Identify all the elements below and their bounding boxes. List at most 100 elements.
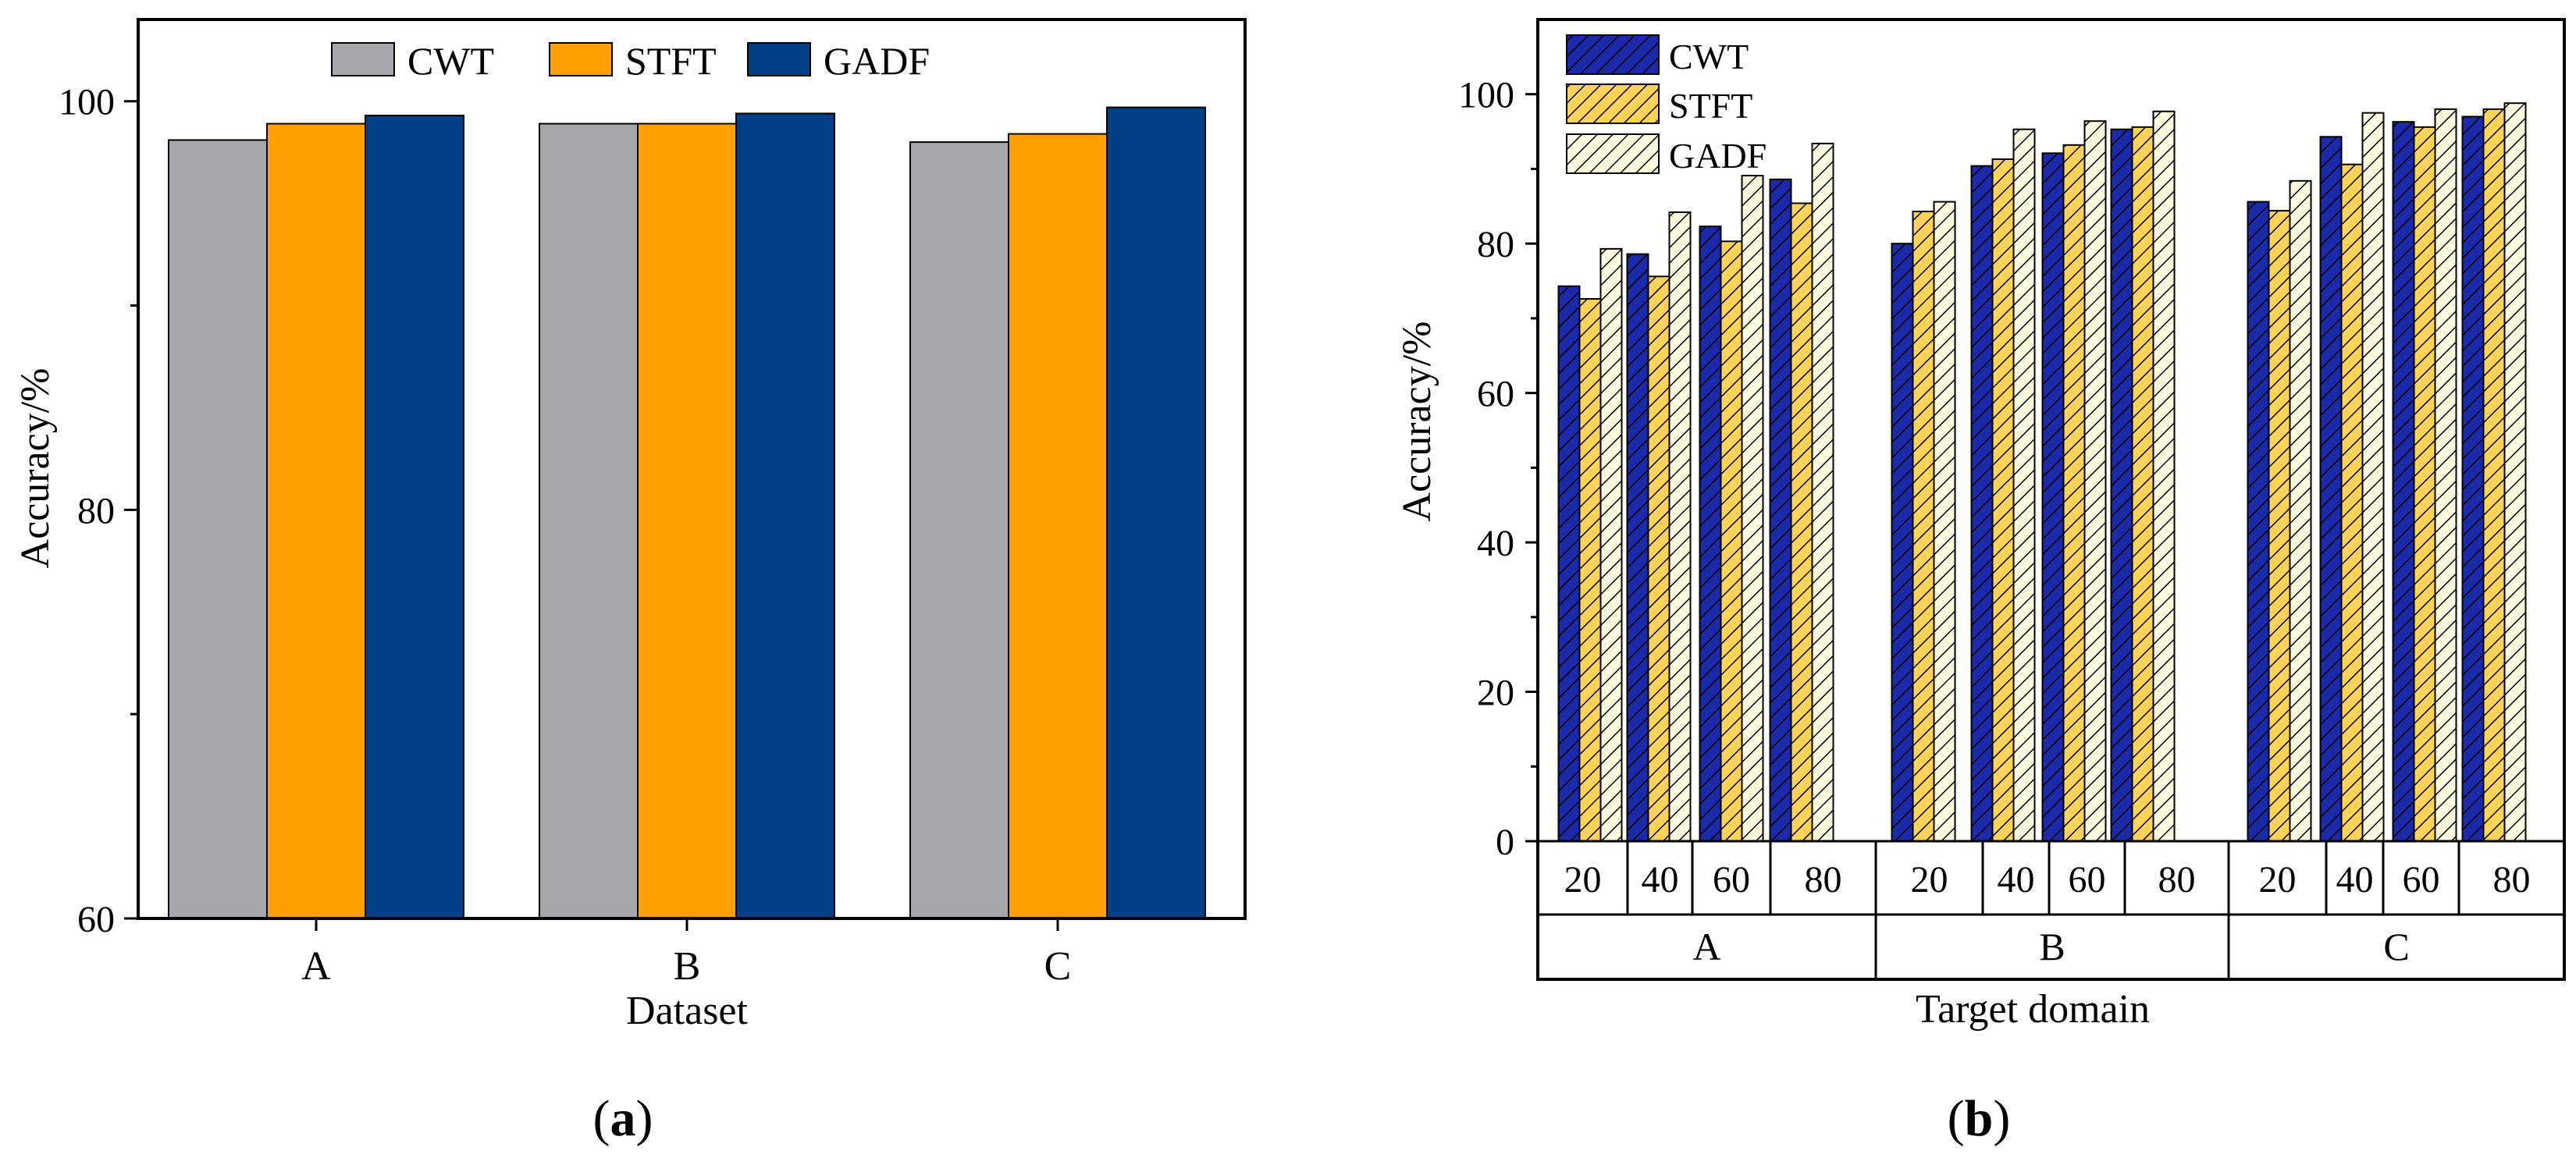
bar-b-gadf-a-20 <box>1599 247 1623 842</box>
ytick-label-b-0: 0 <box>1496 822 1514 863</box>
legend-label-b-gadf: GADF <box>1669 136 1767 176</box>
bar-b-stft-b-20 <box>1912 211 1935 842</box>
bar-a-stft-a <box>266 123 366 919</box>
legend-label-a-cwt: CWT <box>407 39 494 83</box>
legend-swatch-a-gadf <box>747 42 811 76</box>
bar-b-cwt-b-20 <box>1891 243 1914 842</box>
bar-b-gadf-c-20 <box>2289 179 2312 842</box>
panel-b-caption: (b) <box>1948 1090 2011 1147</box>
bar-b-stft-c-60-hatch <box>2413 126 2436 842</box>
xtick-label-b-b-60: 60 <box>2069 859 2106 900</box>
bar-b-cwt-b-20-hatch <box>1891 243 1914 842</box>
bar-b-gadf-a-40-hatch <box>1668 211 1692 842</box>
bar-b-stft-b-60-hatch <box>2062 144 2086 842</box>
panel-a-legend: CWT STFT GADF <box>331 39 930 83</box>
bar-b-cwt-c-20 <box>2247 201 2270 843</box>
bar-b-cwt-c-60 <box>2392 121 2415 842</box>
bar-b-cwt-a-40 <box>1626 253 1649 843</box>
panel-a-chart: 60 80 100 A B C CWT STFT GADF Accuracy/% Datas… <box>13 18 1247 1147</box>
bar-b-cwt-a-40-hatch <box>1626 253 1649 843</box>
ytick-label-b-80: 80 <box>1477 224 1514 265</box>
legend-label-b-stft: STFT <box>1669 86 1752 126</box>
bar-b-stft-a-20 <box>1578 298 1602 842</box>
xtick-label-a-c: C <box>1044 944 1072 989</box>
panel-b-frame <box>1536 18 2566 981</box>
xtick-label-a-a: A <box>301 944 331 989</box>
bar-b-gadf-a-60 <box>1741 175 1764 842</box>
legend-swatch-a-stft <box>549 42 613 76</box>
bar-b-stft-c-40-hatch <box>2340 163 2364 842</box>
xtick-label-b-b-20: 20 <box>1911 859 1948 900</box>
legend-swatch-b-cwt <box>1566 34 1660 75</box>
bar-b-cwt-c-80-hatch <box>2461 115 2485 843</box>
panel-a-ylabel: Accuracy/% <box>13 368 58 569</box>
bar-b-stft-b-40-hatch <box>1991 158 2015 842</box>
bar-b-cwt-a-80-hatch <box>1769 178 1792 842</box>
bar-b-stft-c-80-hatch <box>2482 108 2506 842</box>
bar-a-cwt-a <box>168 139 268 920</box>
panel-b-ylabel: Accuracy/% <box>1395 321 1439 522</box>
panel-a-xlabel: Dataset <box>626 989 748 1033</box>
panel-b-caption-letter: b <box>1965 1090 1994 1147</box>
bar-b-gadf-b-60-hatch <box>2083 120 2107 842</box>
bar-b-stft-a-40 <box>1647 275 1670 842</box>
bar-b-cwt-a-60 <box>1699 226 1722 842</box>
ytick-label-b-40: 40 <box>1477 523 1514 564</box>
bar-b-gadf-c-80 <box>2503 102 2527 842</box>
bar-b-gadf-c-60 <box>2434 108 2457 842</box>
bar-b-stft-c-40 <box>2340 163 2364 842</box>
bar-b-stft-a-60-hatch <box>1720 240 1743 842</box>
xtick-label-b-b-80: 80 <box>2158 859 2196 900</box>
xtick-label-b-c-20: 20 <box>2259 859 2297 900</box>
panel-b-legend: CWT STFT GADF <box>1566 34 1767 176</box>
bar-b-gadf-b-40 <box>2012 128 2036 842</box>
bar-b-cwt-a-60-hatch <box>1699 226 1722 842</box>
bar-b-cwt-b-40 <box>1970 165 1994 843</box>
bar-b-cwt-c-40 <box>2319 136 2343 843</box>
bar-b-cwt-c-20-hatch <box>2247 201 2270 843</box>
xtick-label-b-a-60: 60 <box>1713 859 1750 900</box>
bar-b-gadf-b-80-hatch <box>2152 110 2176 842</box>
bar-b-cwt-b-80 <box>2110 128 2133 842</box>
group-label-b-b: B <box>2039 925 2065 968</box>
bar-a-gadf-c <box>1106 106 1206 920</box>
legend-label-b-cwt: CWT <box>1669 37 1749 76</box>
bar-b-stft-b-80 <box>2131 126 2154 842</box>
bar-b-cwt-c-80 <box>2461 115 2485 843</box>
bar-b-gadf-a-60-hatch <box>1741 175 1764 842</box>
bar-b-gadf-b-20 <box>1933 201 1956 843</box>
bar-b-stft-a-80 <box>1790 202 1813 843</box>
bar-b-gadf-c-20-hatch <box>2289 179 2312 842</box>
bar-b-gadf-c-60-hatch <box>2434 108 2457 842</box>
bar-b-gadf-a-20-hatch <box>1599 247 1623 842</box>
bar-a-gadf-a <box>365 115 464 919</box>
bar-b-cwt-c-60-hatch <box>2392 121 2415 842</box>
bar-a-cwt-c <box>909 141 1009 920</box>
xtick-label-b-a-80: 80 <box>1805 859 1842 900</box>
xtick-label-b-b-40: 40 <box>1998 859 2035 900</box>
bar-b-stft-a-80-hatch <box>1790 202 1813 843</box>
bar-b-gadf-b-20-hatch <box>1933 201 1956 843</box>
bar-b-gadf-c-40 <box>2361 112 2385 842</box>
ytick-label-a-80: 80 <box>77 490 115 531</box>
ytick-label-b-20: 20 <box>1477 673 1514 714</box>
ytick-label-a-60: 60 <box>77 899 115 940</box>
legend-label-a-stft: STFT <box>625 39 717 83</box>
panel-a-caption: (a) <box>593 1090 653 1147</box>
bar-b-stft-b-80-hatch <box>2131 126 2154 842</box>
bar-b-stft-a-40-hatch <box>1647 275 1670 842</box>
xtick-label-b-c-60: 60 <box>2403 859 2440 900</box>
bar-b-stft-b-60 <box>2062 144 2086 842</box>
panel-a-caption-letter: a <box>610 1090 636 1147</box>
ytick-label-b-60: 60 <box>1477 374 1514 415</box>
xtick-label-b-a-40: 40 <box>1642 859 1679 900</box>
bar-b-stft-c-60 <box>2413 126 2436 842</box>
legend-swatch-a-cwt <box>331 42 395 76</box>
bar-b-gadf-c-40-hatch <box>2361 112 2385 842</box>
legend-swatch-b-stft <box>1566 83 1660 124</box>
bar-b-stft-b-40 <box>1991 158 2015 842</box>
bar-a-stft-b <box>637 123 737 919</box>
bar-b-cwt-b-60 <box>2041 152 2065 843</box>
bar-b-gadf-a-80-hatch <box>1811 142 1834 842</box>
legend-swatch-b-gadf <box>1566 133 1660 174</box>
